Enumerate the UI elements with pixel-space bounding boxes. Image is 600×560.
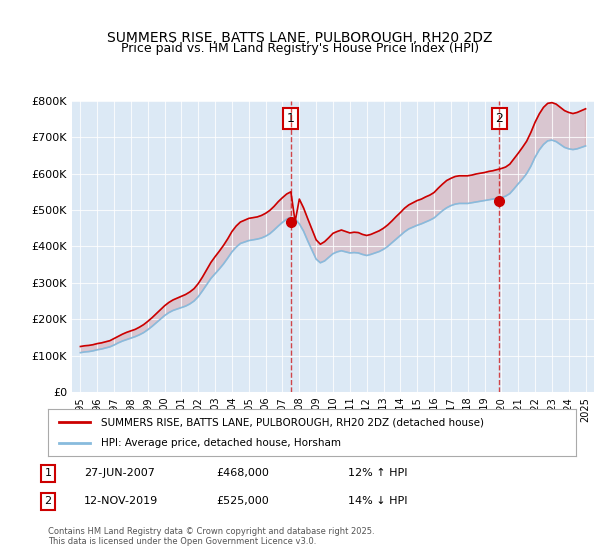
Text: 2: 2 [495,112,503,125]
Text: 1: 1 [44,468,52,478]
Text: 12-NOV-2019: 12-NOV-2019 [84,496,158,506]
Text: SUMMERS RISE, BATTS LANE, PULBOROUGH, RH20 2DZ (detached house): SUMMERS RISE, BATTS LANE, PULBOROUGH, RH… [101,417,484,427]
Text: 14% ↓ HPI: 14% ↓ HPI [348,496,407,506]
Text: SUMMERS RISE, BATTS LANE, PULBOROUGH, RH20 2DZ: SUMMERS RISE, BATTS LANE, PULBOROUGH, RH… [107,31,493,45]
Text: 2: 2 [44,496,52,506]
Text: 12% ↑ HPI: 12% ↑ HPI [348,468,407,478]
Text: £468,000: £468,000 [216,468,269,478]
Text: Contains HM Land Registry data © Crown copyright and database right 2025.
This d: Contains HM Land Registry data © Crown c… [48,526,374,546]
Text: £525,000: £525,000 [216,496,269,506]
Text: Price paid vs. HM Land Registry's House Price Index (HPI): Price paid vs. HM Land Registry's House … [121,42,479,55]
Text: 27-JUN-2007: 27-JUN-2007 [84,468,155,478]
Text: HPI: Average price, detached house, Horsham: HPI: Average price, detached house, Hors… [101,438,341,448]
Text: 1: 1 [287,112,295,125]
